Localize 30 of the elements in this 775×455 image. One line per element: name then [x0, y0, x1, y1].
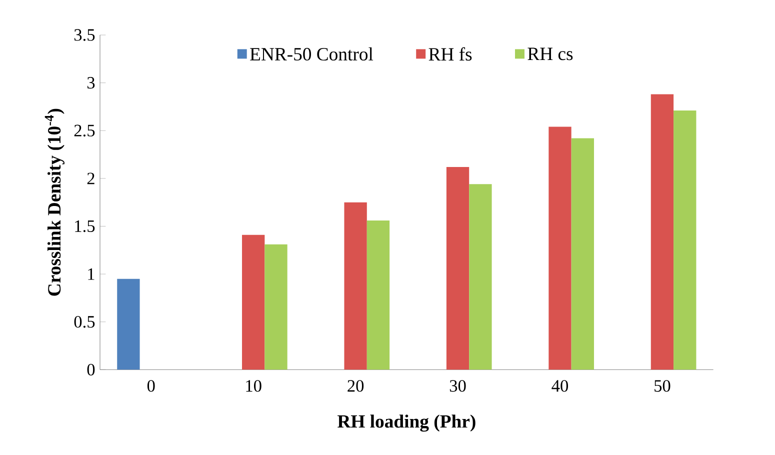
- bar: [366, 220, 390, 370]
- y-tick-label: 1: [88, 268, 94, 280]
- bar: [344, 202, 367, 370]
- x-tick-label: 30: [450, 380, 466, 392]
- bar: [674, 110, 696, 370]
- y-tick-label: 1.5: [75, 220, 95, 232]
- y-tick-label: 2.5: [74, 124, 95, 136]
- y-axis-title: Crosslink Density (10$^{-4}$): [44, 108, 64, 296]
- bar: [548, 126, 572, 370]
- bar: [264, 244, 288, 370]
- x-tick-label: 40: [552, 380, 568, 392]
- bar: [242, 234, 265, 370]
- bar: [117, 278, 140, 370]
- legend-label: ENR-50 Control: [250, 47, 374, 61]
- y-tick-label: 3.5: [74, 29, 95, 41]
- x-axis-title: RH loading (Phr): [337, 414, 476, 432]
- x-tick-label: 20: [348, 380, 364, 392]
- bar: [469, 184, 492, 370]
- x-tick-label: 10: [246, 380, 262, 392]
- y-tick-label: 3: [87, 76, 95, 89]
- y-tick-label: 0.5: [74, 316, 95, 328]
- x-tick-label: 50: [654, 380, 670, 392]
- bar: [571, 138, 594, 370]
- legend-label: RH fs: [428, 47, 472, 61]
- x-tick-label: 0: [147, 380, 155, 392]
- bar: [650, 94, 674, 370]
- bar: [446, 166, 470, 370]
- legend-label: RH cs: [528, 48, 573, 60]
- y-tick-label: 0: [87, 364, 95, 376]
- y-tick-label: 2: [87, 172, 94, 184]
